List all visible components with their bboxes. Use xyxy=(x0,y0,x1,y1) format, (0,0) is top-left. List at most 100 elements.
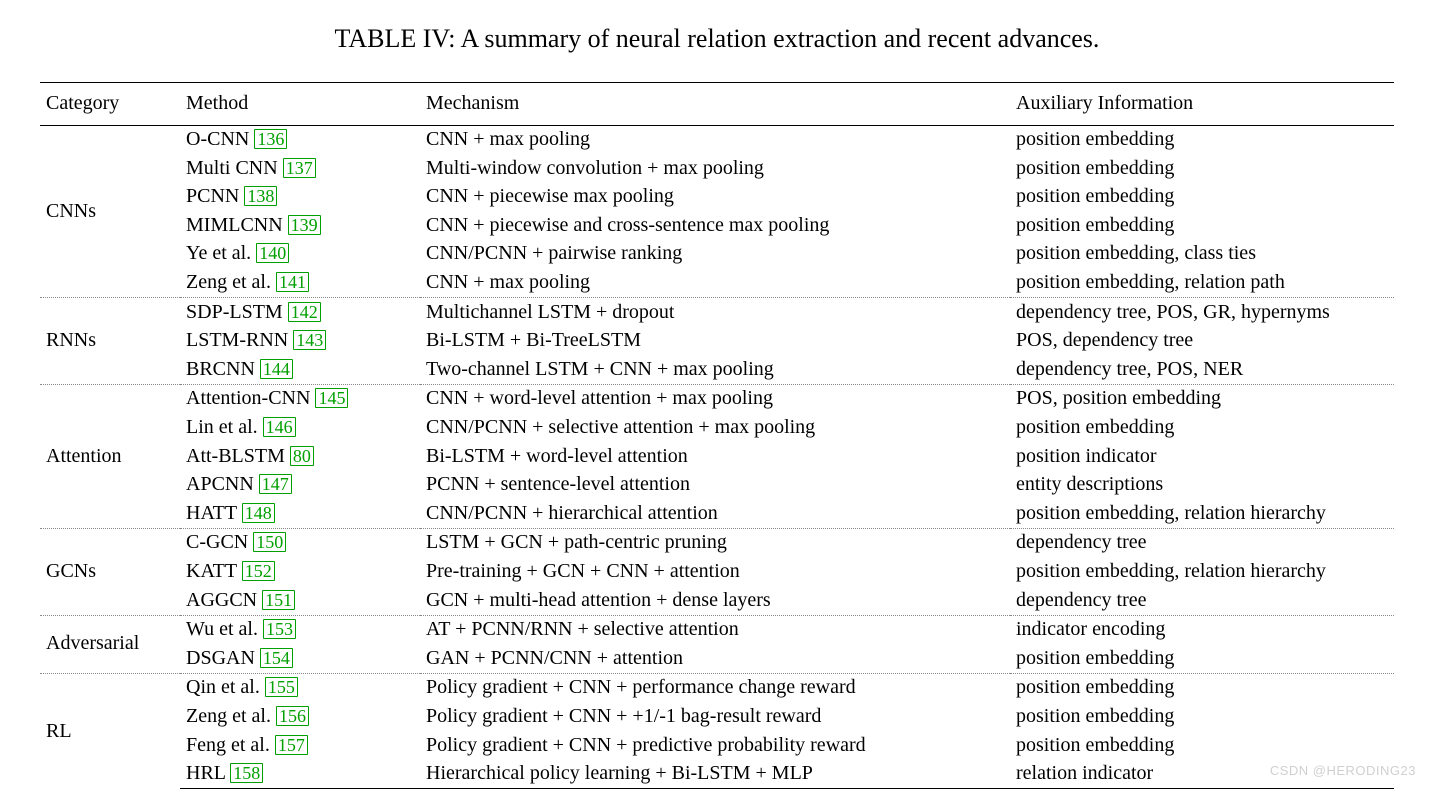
citation-ref[interactable]: 156 xyxy=(276,706,309,726)
col-method: Method xyxy=(180,83,420,126)
method-cell: KATT 152 xyxy=(180,558,420,587)
mechanism-cell: Multi-window convolution + max pooling xyxy=(420,154,1010,183)
aux-cell: dependency tree, POS, NER xyxy=(1010,355,1394,384)
col-mechanism: Mechanism xyxy=(420,83,1010,126)
method-cell: Attention-CNN 145 xyxy=(180,384,420,413)
method-text: KATT xyxy=(186,560,242,582)
citation-ref[interactable]: 140 xyxy=(256,243,289,263)
method-text: PCNN xyxy=(186,185,244,207)
citation-ref[interactable]: 141 xyxy=(276,272,309,292)
citation-ref[interactable]: 144 xyxy=(260,359,293,379)
method-text: C-GCN xyxy=(186,531,253,553)
mechanism-cell: Pre-training + GCN + CNN + attention xyxy=(420,558,1010,587)
citation-ref[interactable]: 138 xyxy=(244,186,277,206)
method-cell: SDP-LSTM 142 xyxy=(180,298,420,327)
citation-ref[interactable]: 153 xyxy=(263,619,296,639)
aux-cell: position indicator xyxy=(1010,442,1394,471)
mechanism-cell: CNN + max pooling xyxy=(420,125,1010,154)
citation-ref[interactable]: 152 xyxy=(242,561,275,581)
aux-cell: entity descriptions xyxy=(1010,471,1394,500)
header-row: Category Method Mechanism Auxiliary Info… xyxy=(40,83,1394,126)
mechanism-cell: PCNN + sentence-level attention xyxy=(420,471,1010,500)
citation-ref[interactable]: 147 xyxy=(259,474,292,494)
method-cell: MIMLCNN 139 xyxy=(180,211,420,240)
method-cell: Multi CNN 137 xyxy=(180,154,420,183)
table-row: RNNsSDP-LSTM 142Multichannel LSTM + drop… xyxy=(40,298,1394,327)
method-cell: O-CNN 136 xyxy=(180,125,420,154)
category-cell: RNNs xyxy=(40,298,180,385)
aux-cell: position embedding xyxy=(1010,644,1394,673)
citation-ref[interactable]: 157 xyxy=(275,735,308,755)
method-text: Lin et al. xyxy=(186,416,263,438)
table-row: RLQin et al. 155Policy gradient + CNN + … xyxy=(40,673,1394,702)
method-cell: Feng et al. 157 xyxy=(180,731,420,760)
aux-cell: position embedding xyxy=(1010,414,1394,443)
table-row: MIMLCNN 139CNN + piecewise and cross-sen… xyxy=(40,211,1394,240)
table-row: Lin et al. 146 CNN/PCNN + selective atten… xyxy=(40,414,1394,443)
citation-ref[interactable]: 155 xyxy=(265,677,298,697)
method-cell: Zeng et al. 156 xyxy=(180,702,420,731)
method-text: O-CNN xyxy=(186,128,254,150)
mechanism-cell: Policy gradient + CNN + +1/-1 bag-result… xyxy=(420,702,1010,731)
citation-ref[interactable]: 145 xyxy=(315,388,348,408)
category-cell: RL xyxy=(40,673,180,788)
aux-cell: position embedding, relation hierarchy xyxy=(1010,499,1394,528)
aux-cell: position embedding xyxy=(1010,673,1394,702)
table-body: CNNsO-CNN 136CNN + max poolingposition e… xyxy=(40,125,1394,789)
watermark: CSDN @HERODING23 xyxy=(1270,763,1416,778)
citation-ref[interactable]: 142 xyxy=(288,302,321,322)
citation-ref[interactable]: 151 xyxy=(262,590,295,610)
mechanism-cell: CNN + piecewise max pooling xyxy=(420,183,1010,212)
col-category: Category xyxy=(40,83,180,126)
method-text: SDP-LSTM xyxy=(186,301,288,323)
method-text: Feng et al. xyxy=(186,734,275,756)
aux-cell: position embedding xyxy=(1010,154,1394,183)
citation-ref[interactable]: 158 xyxy=(230,763,263,783)
col-aux: Auxiliary Information xyxy=(1010,83,1394,126)
citation-ref[interactable]: 148 xyxy=(242,503,275,523)
citation-ref[interactable]: 146 xyxy=(263,417,296,437)
method-text: DSGAN xyxy=(186,647,260,669)
citation-ref[interactable]: 80 xyxy=(290,446,314,466)
method-cell: C-GCN 150 xyxy=(180,528,420,557)
table-row: Feng et al. 157Policy gradient + CNN + p… xyxy=(40,731,1394,760)
method-cell: Wu et al. 153 xyxy=(180,615,420,644)
aux-cell: position embedding xyxy=(1010,702,1394,731)
method-text: BRCNN xyxy=(186,358,260,380)
mechanism-cell: CNN + max pooling xyxy=(420,269,1010,298)
method-cell: APCNN 147 xyxy=(180,471,420,500)
table-row: CNNsO-CNN 136CNN + max poolingposition e… xyxy=(40,125,1394,154)
citation-ref[interactable]: 150 xyxy=(253,532,286,552)
category-cell: CNNs xyxy=(40,125,180,298)
method-cell: BRCNN 144 xyxy=(180,355,420,384)
method-text: Qin et al. xyxy=(186,676,265,698)
citation-ref[interactable]: 154 xyxy=(260,648,293,668)
method-text: Multi CNN xyxy=(186,157,283,179)
aux-cell: position embedding xyxy=(1010,125,1394,154)
method-text: LSTM-RNN xyxy=(186,329,293,351)
citation-ref[interactable]: 136 xyxy=(254,129,287,149)
aux-cell: indicator encoding xyxy=(1010,615,1394,644)
citation-ref[interactable]: 143 xyxy=(293,330,326,350)
mechanism-cell: LSTM + GCN + path-centric pruning xyxy=(420,528,1010,557)
method-cell: HATT 148 xyxy=(180,499,420,528)
citation-ref[interactable]: 137 xyxy=(283,158,316,178)
method-cell: DSGAN 154 xyxy=(180,644,420,673)
mechanism-cell: GAN + PCNN/CNN + attention xyxy=(420,644,1010,673)
method-cell: LSTM-RNN 143 xyxy=(180,327,420,356)
table-row: Zeng et al. 141CNN + max poolingposition… xyxy=(40,269,1394,298)
table-row: HATT 148CNN/PCNN + hierarchical attentio… xyxy=(40,499,1394,528)
aux-cell: position embedding xyxy=(1010,731,1394,760)
mechanism-cell: Hierarchical policy learning + Bi-LSTM +… xyxy=(420,760,1010,789)
mechanism-cell: CNN/PCNN + pairwise ranking xyxy=(420,240,1010,269)
method-cell: Ye et al. 140 xyxy=(180,240,420,269)
category-cell: Adversarial xyxy=(40,615,180,673)
mechanism-cell: Multichannel LSTM + dropout xyxy=(420,298,1010,327)
aux-cell: POS, dependency tree xyxy=(1010,327,1394,356)
citation-ref[interactable]: 139 xyxy=(288,215,321,235)
method-cell: PCNN 138 xyxy=(180,183,420,212)
mechanism-cell: CNN/PCNN + selective attention + max poo… xyxy=(420,414,1010,443)
method-cell: Qin et al. 155 xyxy=(180,673,420,702)
mechanism-cell: CNN + piecewise and cross-sentence max p… xyxy=(420,211,1010,240)
method-text: APCNN xyxy=(186,473,259,495)
